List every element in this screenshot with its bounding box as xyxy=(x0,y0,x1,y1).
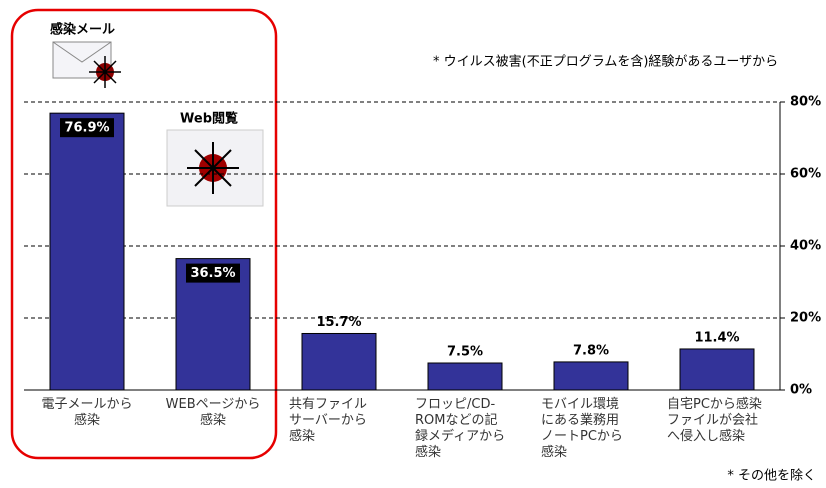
bar xyxy=(50,113,124,390)
x-tick-label: モバイル環境 にある業務用 ノートPCから 感染 xyxy=(541,397,661,461)
value-label: 76.9% xyxy=(64,121,109,136)
bar xyxy=(302,333,376,390)
annotation: * ウイルス被害(不正プログラムを含)経験があるユーザから xyxy=(433,54,778,70)
bar xyxy=(428,363,502,390)
annotation: Web閲覧 xyxy=(180,111,238,127)
y-tick-label: 0% xyxy=(790,383,812,398)
y-tick-label: 60% xyxy=(790,167,821,182)
y-tick-label: 40% xyxy=(790,239,821,254)
x-tick-label: 共有ファイル サーバーから 感染 xyxy=(289,397,409,445)
mail-icon xyxy=(53,42,121,88)
value-label: 7.5% xyxy=(447,345,483,360)
annotation: 感染メール xyxy=(50,22,115,38)
y-tick-label: 20% xyxy=(790,311,821,326)
value-label: 36.5% xyxy=(190,266,235,281)
value-label: 7.8% xyxy=(573,343,609,358)
x-tick-label: 電子メールから 感染 xyxy=(27,397,147,429)
bar xyxy=(680,349,754,390)
x-tick-label: 自宅PCから感染 ファイルが会社 へ侵入し感染 xyxy=(667,397,787,445)
annotation: * その他を除く xyxy=(727,469,816,484)
x-tick-label: WEBページから 感染 xyxy=(153,397,273,429)
value-label: 11.4% xyxy=(694,330,739,345)
y-tick-label: 80% xyxy=(790,95,821,110)
x-tick-label: フロッピ/CD- ROMなどの記 録メディアから 感染 xyxy=(415,397,535,461)
value-label: 15.7% xyxy=(316,315,361,330)
bar xyxy=(554,362,628,390)
page: 感染メール Web閲覧 * ウイルス被害(不正プログラムを含)経験があるユーザか… xyxy=(0,0,826,488)
web-icon xyxy=(167,130,263,206)
